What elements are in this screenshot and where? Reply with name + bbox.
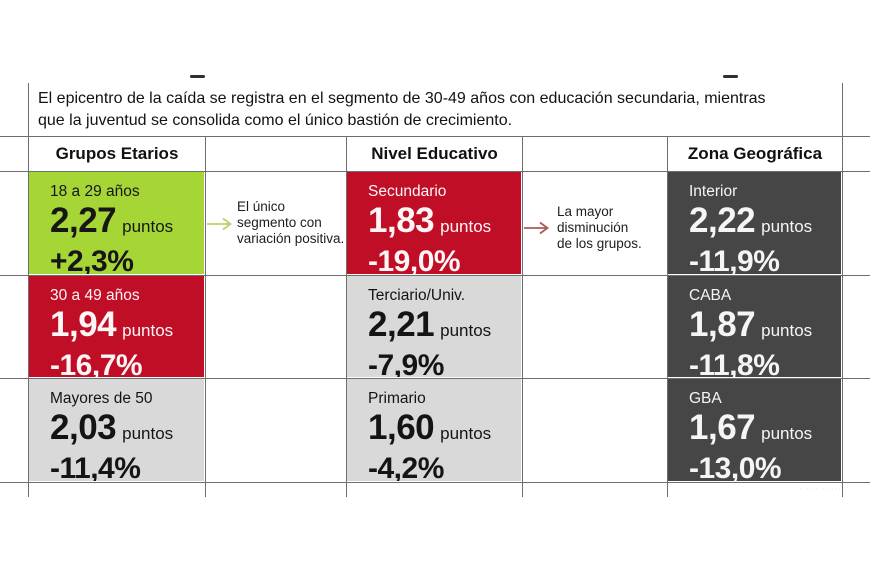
cropped-text-mark <box>190 75 205 78</box>
intro-text: El epicentro de la caída se registra en … <box>38 88 766 132</box>
gridline-vertical <box>28 83 29 497</box>
intro-line-1: El epicentro de la caída se registra en … <box>38 90 766 107</box>
annotation-line: variación positiva. <box>237 231 345 246</box>
stat-number: 1,83 <box>368 201 435 240</box>
stat-number: 1,94 <box>50 305 117 344</box>
stat-value: 2,21 puntos <box>368 305 515 349</box>
stat-unit: puntos <box>761 424 813 443</box>
stat-number: 2,21 <box>368 305 435 344</box>
stat-change: -11,8% <box>689 349 780 377</box>
gridline-horizontal <box>0 275 870 276</box>
column-header-nivel-educativo: Nivel Educativo <box>371 144 498 163</box>
stat-cell-gba: GBA 1,67 puntos -13,0% <box>668 379 841 481</box>
stat-label: Mayores de 50 <box>50 390 153 407</box>
intro-line-2: que la juventud se consolida como el úni… <box>38 112 513 129</box>
stat-value: 2,22 puntos <box>689 201 835 245</box>
stat-label: 18 a 29 años <box>50 183 140 200</box>
stat-change: -16,7% <box>50 349 143 377</box>
stat-cell-18-a-29: 18 a 29 años 2,27 puntos +2,3% <box>29 172 204 274</box>
stat-label: GBA <box>689 390 722 407</box>
stat-unit: puntos <box>122 321 174 340</box>
stat-cell-caba: CABA 1,87 puntos -11,8% <box>668 276 841 377</box>
gridline-vertical <box>522 136 523 497</box>
annotation-largest-decline: La mayor disminución de los grupos. <box>557 204 642 252</box>
stat-unit: puntos <box>122 424 174 443</box>
stat-value: 1,83 puntos <box>368 201 515 245</box>
gridline-vertical <box>842 83 843 497</box>
stat-change: -4,2% <box>368 452 444 481</box>
annotation-line: El único <box>237 199 286 214</box>
annotation-line: de los grupos. <box>557 236 642 251</box>
stat-change: -11,9% <box>689 245 780 274</box>
column-header-zona-geografica: Zona Geográfica <box>687 144 823 163</box>
stat-cell-terciario-univ: Terciario/Univ. 2,21 puntos -7,9% <box>347 276 521 377</box>
stat-value: 1,94 puntos <box>50 305 198 349</box>
stat-number: 1,60 <box>368 408 435 447</box>
stat-unit: puntos <box>440 321 492 340</box>
stat-cell-secundario: Secundario 1,83 puntos -19,0% <box>347 172 521 274</box>
annotation-line: segmento con <box>237 215 322 230</box>
stat-value: 2,03 puntos <box>50 408 198 452</box>
annotation-line: La mayor <box>557 204 614 219</box>
stat-unit: puntos <box>761 321 813 340</box>
annotation-line: disminución <box>557 220 629 235</box>
stat-label: Terciario/Univ. <box>368 287 466 304</box>
gridline-horizontal <box>0 136 870 137</box>
gridline-horizontal <box>0 378 870 379</box>
stat-value: 1,60 puntos <box>368 408 515 452</box>
stat-change: +2,3% <box>50 245 134 274</box>
stat-change: -7,9% <box>368 349 444 377</box>
stat-change: -19,0% <box>368 245 461 274</box>
gridline-vertical <box>346 136 347 497</box>
stat-change: -13,0% <box>689 452 782 481</box>
stat-value: 1,67 puntos <box>689 408 835 452</box>
stat-change: -11,4% <box>50 452 141 481</box>
arrow-right-icon <box>207 217 233 231</box>
stat-cell-interior: Interior 2,22 puntos -11,9% <box>668 172 841 274</box>
stat-number: 2,03 <box>50 408 117 447</box>
stat-number: 2,27 <box>50 201 117 240</box>
annotation-positive-segment: El único segmento con variación positiva… <box>237 199 344 247</box>
stat-label: Interior <box>689 183 738 200</box>
stat-cell-30-a-49: 30 a 49 años 1,94 puntos -16,7% <box>29 276 204 377</box>
cropped-text-mark <box>723 75 738 78</box>
gridline-vertical <box>667 136 668 497</box>
stat-unit: puntos <box>761 217 813 236</box>
stat-label: 30 a 49 años <box>50 287 140 304</box>
stat-number: 2,22 <box>689 201 756 240</box>
gridline-vertical <box>205 136 206 497</box>
column-header-grupos-etarios: Grupos Etarios <box>55 144 179 163</box>
stat-unit: puntos <box>440 424 492 443</box>
arrow-right-icon <box>524 221 550 235</box>
stat-value: 2,27 puntos <box>50 201 198 245</box>
stat-number: 1,87 <box>689 305 756 344</box>
gridline-horizontal <box>0 482 870 483</box>
stat-cell-mayores-de-50: Mayores de 50 2,03 puntos -11,4% <box>29 379 204 481</box>
watermark: · ·· · · ···· <box>800 486 842 493</box>
stat-number: 1,67 <box>689 408 756 447</box>
stat-value: 1,87 puntos <box>689 305 835 349</box>
stat-label: Primario <box>368 390 426 407</box>
stat-unit: puntos <box>440 217 492 236</box>
stat-label: CABA <box>689 287 732 304</box>
stat-cell-primario: Primario 1,60 puntos -4,2% <box>347 379 521 481</box>
stat-label: Secundario <box>368 183 447 200</box>
gridline-horizontal <box>0 171 870 172</box>
stat-unit: puntos <box>122 217 174 236</box>
